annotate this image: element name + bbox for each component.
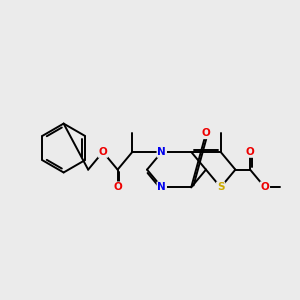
Text: O: O bbox=[202, 128, 210, 138]
Text: N: N bbox=[158, 182, 166, 192]
Text: O: O bbox=[246, 147, 254, 157]
Text: N: N bbox=[158, 147, 166, 157]
Text: S: S bbox=[217, 182, 224, 192]
Text: O: O bbox=[98, 147, 107, 157]
Text: O: O bbox=[260, 182, 269, 192]
Text: O: O bbox=[113, 182, 122, 192]
